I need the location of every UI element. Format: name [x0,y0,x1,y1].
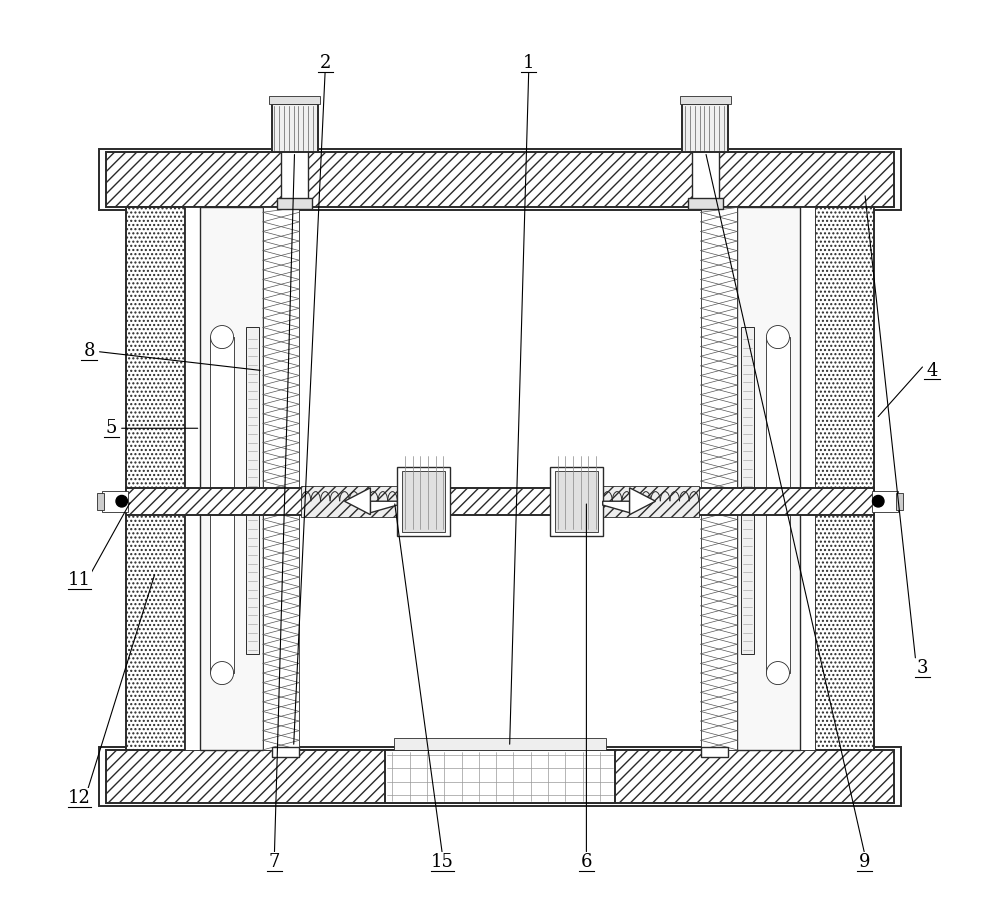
Circle shape [211,661,234,685]
Bar [106,750,894,802]
Bar [99,747,901,805]
Text: 9: 9 [859,853,871,871]
Bar [126,488,874,514]
Bar [815,207,874,750]
Text: 3: 3 [917,659,928,678]
Text: 7: 7 [269,853,280,871]
Circle shape [766,326,789,348]
Bar [126,207,185,750]
Text: 2: 2 [320,54,331,72]
Bar [402,470,445,532]
Text: 6: 6 [581,853,592,871]
Bar [550,467,603,536]
Text: 12: 12 [68,789,91,807]
Bar [737,207,800,750]
Bar [200,207,263,750]
Bar [800,207,815,750]
Bar [97,492,104,510]
Bar [277,198,312,209]
Bar [185,207,200,750]
Bar [99,149,901,210]
Bar [272,747,299,757]
Bar [680,96,731,104]
Bar [301,486,397,516]
Bar [555,470,598,532]
Bar [682,104,728,152]
Bar [701,207,737,750]
Bar [701,747,728,757]
Bar [603,486,699,516]
Text: 1: 1 [523,54,535,72]
Bar [106,152,894,207]
Bar [872,491,898,512]
Bar [269,96,320,104]
Bar [102,491,128,512]
Text: 5: 5 [106,419,117,437]
Bar [385,750,615,802]
Bar [394,738,606,750]
Text: 4: 4 [926,361,938,380]
Polygon shape [344,488,370,514]
Bar [246,327,259,654]
Bar [688,198,723,209]
Bar [896,492,903,510]
Circle shape [116,495,128,507]
Circle shape [872,495,884,507]
Bar [272,104,318,152]
Circle shape [211,326,234,348]
Polygon shape [630,488,656,514]
Bar [692,149,719,200]
Text: 15: 15 [431,853,454,871]
Polygon shape [370,502,397,513]
Bar [741,327,754,654]
Bar [397,467,450,536]
Bar [766,337,790,673]
Text: 8: 8 [83,342,95,360]
Bar [210,337,234,673]
Circle shape [766,661,789,685]
Bar [263,207,299,750]
Polygon shape [603,502,630,513]
Text: 11: 11 [68,571,91,589]
Bar [281,149,308,200]
